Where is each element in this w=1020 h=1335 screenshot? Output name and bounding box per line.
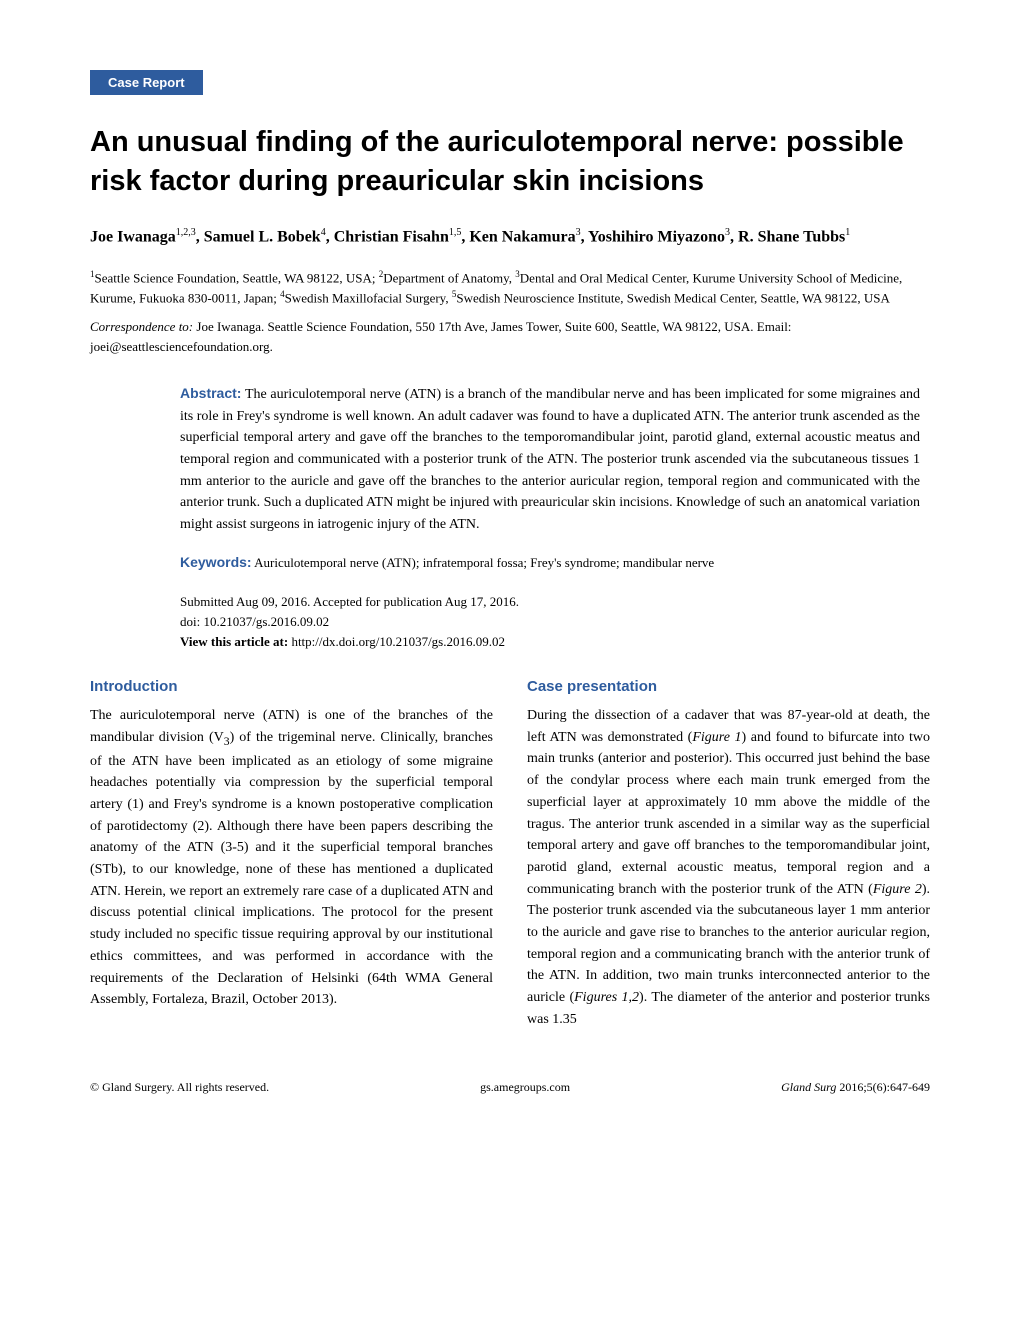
abstract-label: Abstract: [180,385,241,401]
keywords-label: Keywords: [180,554,252,570]
correspondence-text: Joe Iwanaga. Seattle Science Foundation,… [90,319,791,354]
footer-url: gs.amegroups.com [480,1080,570,1095]
doi: doi: 10.21037/gs.2016.09.02 [180,612,920,632]
footer-issue: 2016;5(6):647-649 [836,1080,930,1094]
introduction-body: The auriculotemporal nerve (ATN) is one … [90,705,493,1011]
page-footer: © Gland Surgery. All rights reserved. gs… [90,1080,930,1095]
submitted-date: Submitted Aug 09, 2016. Accepted for pub… [180,592,920,612]
view-article-label: View this article at: [180,634,288,649]
case-body: During the dissection of a cadaver that … [527,705,930,1030]
footer-citation: Gland Surg 2016;5(6):647-649 [781,1080,930,1095]
abstract-block: Abstract: The auriculotemporal nerve (AT… [180,383,920,536]
section-heading-introduction: Introduction [90,678,493,695]
author-list: Joe Iwanaga1,2,3, Samuel L. Bobek4, Chri… [90,225,930,249]
article-title: An unusual finding of the auriculotempor… [90,123,930,201]
column-left: Introduction The auriculotemporal nerve … [90,678,493,1030]
abstract-text: The auriculotemporal nerve (ATN) is a br… [180,387,920,532]
footer-journal: Gland Surg [781,1080,836,1094]
column-right: Case presentation During the dissection … [527,678,930,1030]
section-heading-case: Case presentation [527,678,930,695]
view-article-url[interactable]: http://dx.doi.org/10.21037/gs.2016.09.02 [288,634,505,649]
keywords-text: Auriculotemporal nerve (ATN); infratempo… [252,555,715,570]
footer-copyright: © Gland Surgery. All rights reserved. [90,1080,269,1095]
category-badge: Case Report [90,70,203,95]
keywords-block: Keywords: Auriculotemporal nerve (ATN); … [180,554,920,572]
correspondence: Correspondence to: Joe Iwanaga. Seattle … [90,317,930,357]
correspondence-label: Correspondence to: [90,319,193,334]
submission-meta: Submitted Aug 09, 2016. Accepted for pub… [180,592,920,652]
affiliations: 1Seattle Science Foundation, Seattle, WA… [90,268,930,309]
body-columns: Introduction The auriculotemporal nerve … [90,678,930,1030]
